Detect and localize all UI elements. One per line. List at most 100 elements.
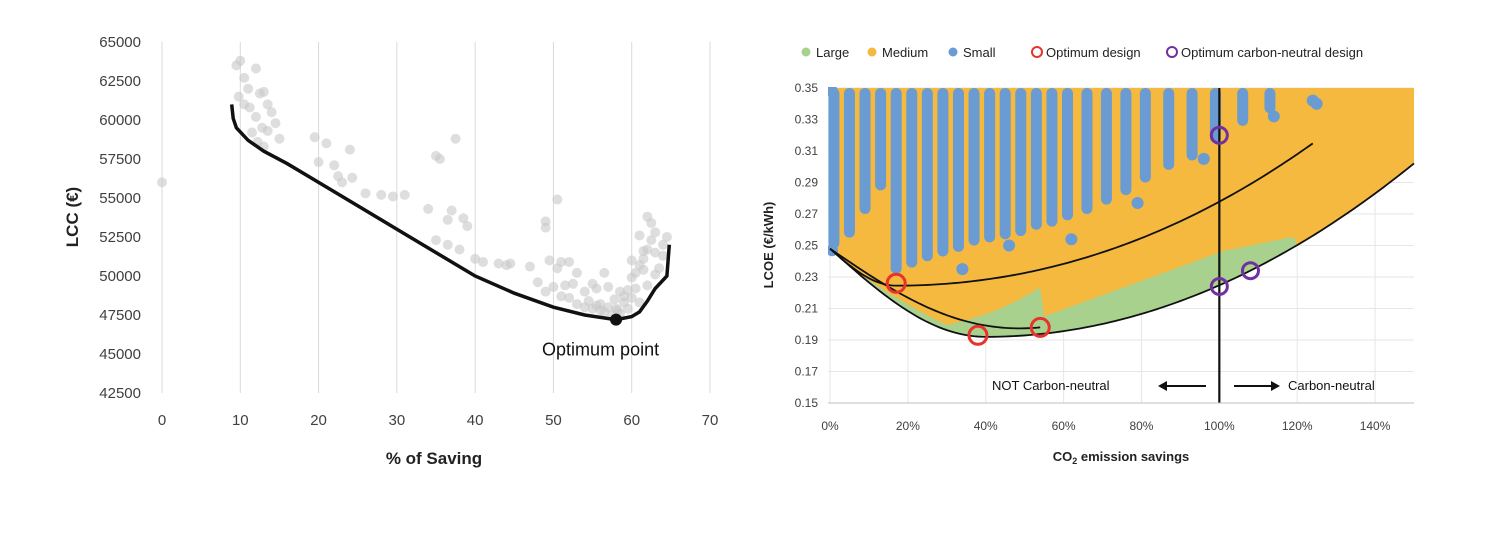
small-design-column [906, 88, 918, 268]
small-columns [828, 88, 1276, 274]
lcc-data-point [603, 281, 614, 292]
lcc-data-point [470, 253, 481, 264]
lcoe-legend: Large Medium Small Optimum design Optimu… [801, 45, 1363, 60]
lcc-data-point [250, 111, 261, 122]
small-design-column [1237, 88, 1249, 126]
lcoe-y-tick-label: 0.15 [795, 396, 819, 410]
small-design-column [1264, 88, 1276, 114]
lcc-data-point [634, 297, 645, 308]
optimum-point-label: Optimum point [542, 340, 659, 360]
lcc-data-point [434, 154, 445, 164]
small-design-column [1015, 88, 1027, 237]
lcc-data-point [157, 177, 167, 188]
lcc-data-point [313, 157, 324, 168]
carbon-neutral-design-markers [1209, 125, 1260, 296]
legend-small-label: Small [963, 45, 996, 60]
lcc-data-point [431, 235, 441, 246]
small-design-column [1030, 88, 1042, 230]
lcoe-y-tick-label: 0.31 [795, 144, 819, 158]
lcoe-chart: 0.15 0.17 0.19 0.21 0.23 0.25 0.27 0.29 0.31 0.33… [761, 45, 1415, 466]
lcc-data-point [564, 292, 575, 303]
lcc-y-tick-label: 55000 [99, 190, 141, 207]
lcoe-middle-curve [829, 247, 1041, 330]
lcc-data-point [347, 172, 358, 183]
legend-large-label: Large [816, 45, 849, 60]
not-carbon-neutral-label: NOT Carbon-neutral [992, 378, 1110, 393]
lcoe-y-tick-label: 0.23 [795, 270, 819, 284]
small-design-column [890, 88, 902, 274]
small-design-column [1139, 88, 1151, 183]
legend-carbon-neutral-label: Optimum carbon-neutral design [1181, 45, 1363, 60]
lcc-data-point [387, 191, 398, 202]
lcc-data-point [399, 189, 410, 200]
small-design-column [1081, 88, 1093, 214]
small-design-column [1163, 88, 1175, 170]
small-design-point [1310, 97, 1323, 110]
lcoe-plot-area [828, 87, 1414, 337]
lcoe-y-axis-label: LCOE (€/kWh) [761, 202, 776, 289]
lcc-data-point [603, 302, 614, 313]
lcc-data-point [571, 267, 582, 278]
lcc-data-point [630, 267, 641, 278]
lcc-data-point [583, 295, 594, 306]
lcc-data-point [630, 283, 641, 294]
small-design-column [999, 88, 1011, 240]
lcc-data-point [493, 258, 504, 269]
small-design-point [1267, 110, 1280, 123]
lcc-data-point [599, 267, 610, 278]
lcc-data-point [560, 280, 571, 291]
lcoe-x-tick-label: 60% [1052, 419, 1076, 433]
lcc-x-tick-label: 60 [623, 412, 640, 429]
lcc-data-point [622, 303, 633, 314]
lcoe-y-tick-label: 0.19 [795, 333, 819, 347]
lcc-data-point [442, 239, 453, 250]
lcc-data-point [658, 239, 669, 250]
lcc-data-point [462, 221, 473, 232]
lcc-data-point [524, 261, 535, 272]
lcc-data-point [595, 305, 606, 316]
lcc-data-point [626, 255, 637, 266]
lcc-y-tick-label: 62500 [99, 73, 141, 90]
lcc-data-point [646, 217, 657, 228]
lcc-y-tick-label: 50000 [99, 268, 141, 285]
lcc-data-point [423, 203, 434, 214]
lcc-data-point [532, 277, 543, 288]
lcoe-x-tick-label: 40% [974, 419, 998, 433]
lcc-chart: 42500 45000 47500 50000 52500 55000 57500 60000… [63, 34, 718, 468]
lcc-data-point [233, 91, 244, 102]
lcc-y-tick-label: 60000 [99, 112, 141, 129]
lcc-data-point [458, 213, 469, 224]
lcoe-x-ticks: 0% 20% 40% 60% 80% 100% 120% 140% [821, 419, 1390, 433]
subscript-2: 2 [1072, 456, 1077, 466]
lcoe-lower-curve [829, 162, 1415, 338]
lcc-data-point [329, 160, 340, 171]
small-design-column [952, 88, 964, 252]
small-design-column [984, 88, 996, 243]
optimum-design-markers [885, 272, 1051, 346]
lcc-data-point [477, 256, 488, 267]
lcc-data-point [646, 235, 657, 246]
lcoe-x-tick-label: 20% [896, 419, 920, 433]
lcc-data-point [650, 227, 661, 238]
small-design-point [828, 87, 838, 98]
lcc-data-point [235, 55, 246, 66]
carbon-neutral-label: Carbon-neutral [1288, 378, 1375, 393]
small-design-column [968, 88, 980, 246]
small-design-column [1061, 88, 1073, 221]
lcc-data-point [658, 250, 669, 261]
lcc-data-point [552, 194, 563, 205]
legend-carbon-neutral-marker [1166, 46, 1178, 58]
lcc-data-point [614, 286, 625, 297]
legend-large-marker [801, 47, 811, 57]
lcoe-y-tick-label: 0.21 [795, 302, 819, 316]
lcc-data-point [661, 232, 672, 242]
lcc-data-point [540, 222, 551, 233]
lcoe-y-tick-label: 0.29 [795, 176, 819, 190]
lcoe-x-tick-label: 80% [1129, 419, 1153, 433]
lcoe-y-tick-label: 0.27 [795, 207, 819, 221]
lcc-data-point [266, 107, 277, 118]
lcc-data-point [544, 255, 555, 266]
small-design-point [1065, 233, 1078, 246]
lcoe-x-tick-label: 120% [1282, 419, 1313, 433]
small-design-column [937, 88, 949, 257]
